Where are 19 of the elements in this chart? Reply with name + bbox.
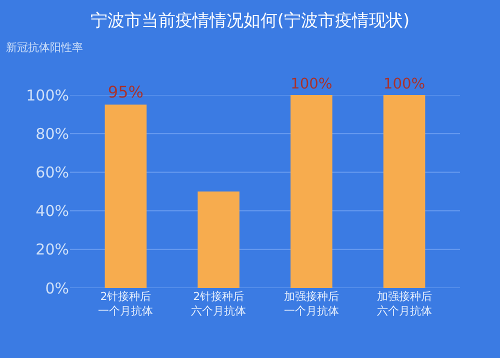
y-tick-label: 100%: [26, 86, 69, 104]
x-tick-label: 2针接种后六个月抗体: [191, 290, 246, 318]
y-tick-label: 0%: [45, 279, 69, 298]
x-tick-label: 加强接种后一个月抗体: [284, 290, 339, 318]
x-tick-label: 加强接种后六个月抗体: [376, 290, 432, 318]
bar: [290, 95, 332, 288]
y-tick-label: 80%: [36, 124, 69, 143]
data-label: 100%: [383, 75, 426, 92]
bar: [198, 192, 240, 288]
bar: [383, 95, 426, 288]
data-label: 100%: [290, 75, 332, 92]
data-label: 95%: [108, 82, 144, 102]
bar: [104, 104, 147, 288]
x-tick-label: 2针接种后一个月抗体: [98, 290, 154, 318]
y-tick-label: 60%: [36, 163, 69, 182]
y-tick-label: 20%: [36, 240, 69, 259]
y-tick-label: 40%: [36, 202, 69, 220]
y-axis-title: 新冠抗体阳性率: [6, 41, 83, 54]
chart-title: 宁波市当前疫情情况如何(宁波市疫情现状): [90, 11, 410, 32]
